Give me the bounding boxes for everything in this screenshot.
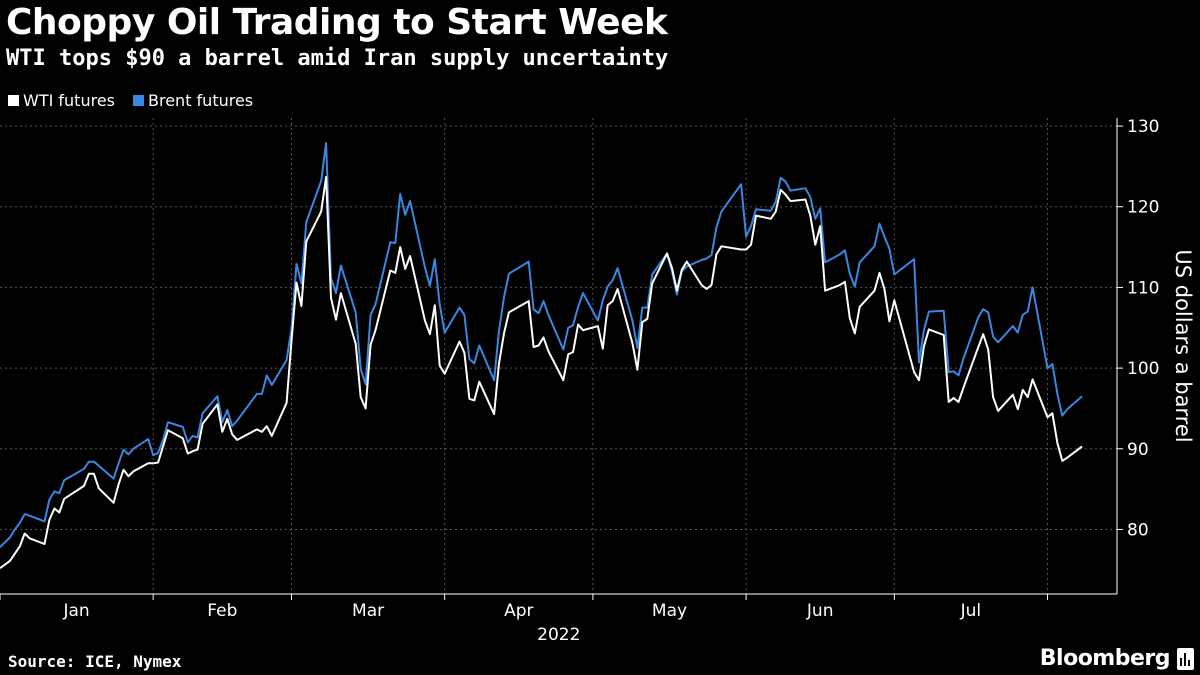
legend-swatch-wti bbox=[8, 95, 19, 106]
legend-swatch-brent bbox=[133, 95, 144, 106]
y-tick-label: 120 bbox=[1127, 198, 1159, 218]
legend-label-wti: WTI futures bbox=[23, 91, 115, 110]
x-axis-label: 2022 bbox=[537, 625, 580, 645]
x-tick-label: Jul bbox=[960, 601, 982, 621]
y-tick-label: 110 bbox=[1127, 278, 1159, 298]
chart-subtitle: WTI tops $90 a barrel amid Iran supply u… bbox=[6, 46, 669, 71]
source-note: Source: ICE, Nymex bbox=[8, 652, 182, 671]
x-tick-label: Jun bbox=[806, 601, 834, 621]
y-tick-label: 80 bbox=[1127, 520, 1149, 540]
bloomberg-logo: Bloomberg bbox=[1039, 646, 1171, 671]
y-tick-label: 130 bbox=[1127, 117, 1159, 137]
y-tick-label: 100 bbox=[1127, 359, 1159, 379]
y-axis-label: US dollars a barrel bbox=[1171, 249, 1195, 442]
bloomberg-chart-icon bbox=[1177, 648, 1194, 670]
x-tick-label: Feb bbox=[207, 601, 237, 621]
x-tick-label: Jan bbox=[62, 601, 89, 621]
x-tick-label: May bbox=[652, 601, 687, 621]
wti-futures-line bbox=[0, 175, 1083, 570]
legend: WTI futures Brent futures bbox=[8, 91, 253, 110]
legend-label-brent: Brent futures bbox=[148, 91, 254, 110]
legend-item-brent: Brent futures bbox=[133, 91, 253, 110]
brent-futures-line bbox=[0, 142, 1083, 548]
x-tick-label: Mar bbox=[352, 601, 384, 621]
legend-item-wti: WTI futures bbox=[8, 91, 115, 110]
x-tick-label: Apr bbox=[504, 601, 533, 621]
chart-title: Choppy Oil Trading to Start Week bbox=[6, 2, 668, 43]
y-tick-label: 90 bbox=[1127, 440, 1149, 460]
